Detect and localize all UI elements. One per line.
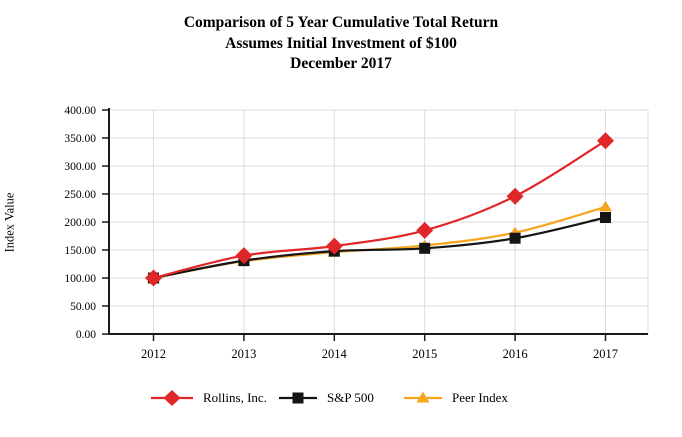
y-tick-label: 0.00: [76, 329, 96, 341]
square-marker-icon: [419, 242, 431, 254]
y-tick-label: 250.00: [64, 189, 96, 201]
square-marker-icon: [600, 212, 611, 224]
x-tick-label: 2017: [593, 347, 618, 361]
y-tick-label: 400.00: [64, 105, 96, 117]
diamond-marker-icon: [506, 187, 524, 205]
chart-title: Comparison of 5 Year Cumulative Total Re…: [0, 13, 682, 75]
y-tick-label: 100.00: [64, 273, 96, 285]
y-tick-label: 200.00: [64, 217, 96, 229]
diamond-marker-icon: [597, 132, 614, 150]
chart-title-line-3: December 2017: [290, 55, 392, 72]
series-line-2: [153, 216, 606, 280]
x-tick-label: 2012: [141, 347, 166, 361]
diamond-marker-icon: [325, 237, 343, 255]
y-tick-label: 300.00: [64, 161, 96, 173]
chart-title-line-2: Assumes Initial Investment of $100: [225, 34, 457, 52]
square-marker-icon: [509, 232, 521, 244]
chart-title-line-1: Comparison of 5 Year Cumulative Total Re…: [183, 14, 499, 31]
y-tick-label: 150.00: [64, 245, 96, 257]
diamond-marker-icon: [145, 269, 162, 287]
x-tick-label: 2013: [231, 347, 256, 361]
x-tick-label: 2014: [322, 347, 348, 361]
diamond-marker-icon: [235, 247, 253, 265]
series-line-3: [153, 205, 606, 280]
diamond-marker-icon: [416, 221, 434, 239]
y-tick-label: 350.00: [64, 133, 96, 145]
x-tick-label: 2016: [503, 347, 528, 361]
x-tick-label: 2015: [412, 347, 437, 361]
series-line-1: [153, 139, 607, 280]
y-tick-label: 50.00: [70, 301, 96, 313]
triangle-marker-icon: [599, 200, 612, 212]
